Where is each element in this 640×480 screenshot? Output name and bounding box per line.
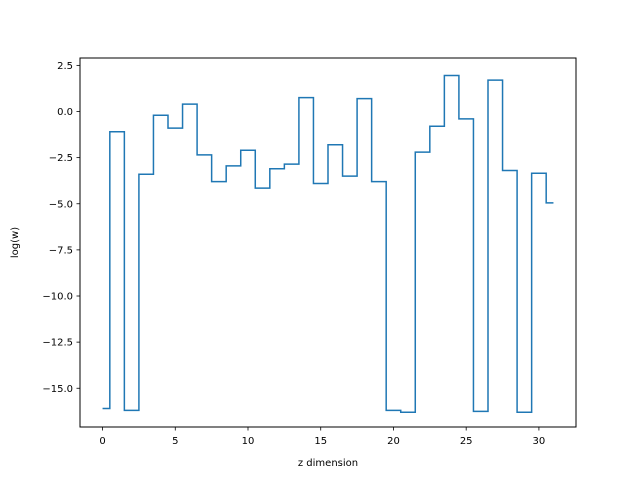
y-tick-label: −7.5	[49, 245, 73, 256]
y-tick-label: 2.5	[57, 61, 73, 72]
x-tick-label: 15	[314, 436, 327, 447]
y-axis-label: log(w)	[10, 227, 21, 258]
x-axis-ticks: 0 5 10 15 20 25 30	[99, 427, 545, 447]
x-tick-label: 25	[460, 436, 473, 447]
x-tick-label: 0	[99, 436, 105, 447]
x-tick-label: 5	[172, 436, 178, 447]
x-axis-label: z dimension	[298, 458, 358, 469]
y-tick-label: −5.0	[49, 199, 73, 210]
y-tick-label: −12.5	[42, 338, 73, 349]
y-tick-label: −2.5	[49, 153, 73, 164]
x-tick-label: 10	[242, 436, 255, 447]
x-tick-label: 20	[387, 436, 400, 447]
x-tick-label: 30	[533, 436, 546, 447]
plot-area	[102, 74, 554, 413]
y-tick-label: 0.0	[57, 107, 73, 118]
y-tick-label: −10.0	[42, 292, 73, 303]
series-line-0	[102, 74, 554, 413]
y-tick-label: −15.0	[42, 384, 73, 395]
y-axis-ticks: 2.5 0.0 −2.5 −5.0 −7.5 −10.0 −12.5 −15.0	[42, 61, 80, 395]
axes-frame	[79, 57, 577, 428]
